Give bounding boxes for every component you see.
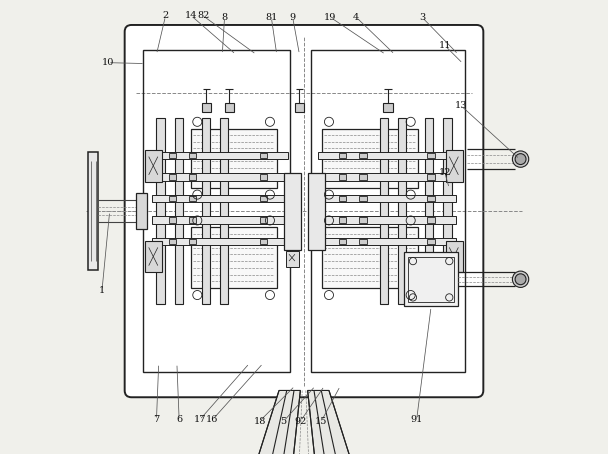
Bar <box>202 103 211 112</box>
Bar <box>189 217 196 223</box>
Bar <box>339 196 346 201</box>
Text: 6: 6 <box>176 415 182 424</box>
Bar <box>317 195 456 202</box>
Text: 5: 5 <box>280 417 286 426</box>
Bar <box>143 50 291 372</box>
Bar <box>283 173 301 250</box>
Bar <box>286 251 299 267</box>
Bar <box>190 128 277 188</box>
Text: 11: 11 <box>438 41 451 50</box>
Bar <box>384 103 393 112</box>
Text: 12: 12 <box>438 168 451 177</box>
Bar <box>224 103 233 112</box>
Bar <box>152 195 288 202</box>
Bar <box>168 174 176 180</box>
Text: 19: 19 <box>324 13 336 22</box>
Bar <box>152 238 288 245</box>
Bar <box>189 153 196 158</box>
Bar <box>425 118 434 304</box>
Bar <box>295 103 304 112</box>
Bar <box>260 239 267 244</box>
Polygon shape <box>252 390 300 454</box>
Text: 4: 4 <box>353 13 359 22</box>
Bar <box>136 193 147 229</box>
Bar <box>88 152 98 270</box>
Bar <box>311 50 465 372</box>
Bar <box>317 173 456 181</box>
Bar <box>317 152 456 159</box>
Bar <box>409 257 454 302</box>
Bar <box>317 238 456 245</box>
Bar <box>317 217 456 224</box>
Text: 15: 15 <box>315 417 328 426</box>
Text: 2: 2 <box>162 11 168 20</box>
Bar <box>152 217 288 224</box>
Text: 10: 10 <box>102 58 114 67</box>
Bar <box>152 173 288 181</box>
Bar <box>260 174 267 180</box>
Circle shape <box>515 274 526 285</box>
Bar <box>190 227 277 288</box>
Bar <box>398 118 406 304</box>
FancyBboxPatch shape <box>125 25 483 397</box>
Bar <box>359 196 367 201</box>
Bar <box>359 239 367 244</box>
Bar <box>168 153 176 158</box>
Text: 81: 81 <box>265 13 277 22</box>
Bar <box>404 252 458 306</box>
Bar <box>443 118 452 304</box>
Circle shape <box>515 153 526 164</box>
Bar <box>446 241 463 272</box>
Text: 9: 9 <box>289 13 295 22</box>
Text: 8: 8 <box>221 13 227 22</box>
Circle shape <box>513 151 529 167</box>
Bar <box>156 118 165 304</box>
Bar <box>359 217 367 223</box>
Bar <box>189 239 196 244</box>
Bar <box>339 153 346 158</box>
Bar <box>145 150 162 182</box>
Text: 13: 13 <box>454 101 467 110</box>
Bar <box>359 174 367 180</box>
Bar <box>380 118 388 304</box>
Bar <box>339 217 346 223</box>
Bar <box>168 217 176 223</box>
Bar <box>174 118 183 304</box>
Bar <box>260 217 267 223</box>
Bar <box>308 173 325 250</box>
Bar <box>202 118 210 304</box>
Text: 1: 1 <box>99 286 105 295</box>
Bar <box>322 128 418 188</box>
Bar <box>152 152 288 159</box>
Text: 92: 92 <box>294 417 306 426</box>
Bar <box>446 150 463 182</box>
Text: 14: 14 <box>185 11 198 20</box>
Text: 18: 18 <box>254 417 266 426</box>
Bar <box>145 241 162 272</box>
Text: 91: 91 <box>410 415 423 424</box>
Bar <box>339 239 346 244</box>
Bar <box>427 217 435 223</box>
Bar <box>168 239 176 244</box>
Bar <box>168 196 176 201</box>
Text: 17: 17 <box>193 415 206 424</box>
Text: 3: 3 <box>419 13 425 22</box>
Bar <box>427 174 435 180</box>
Text: 16: 16 <box>206 415 218 424</box>
Bar <box>260 153 267 158</box>
Bar <box>427 153 435 158</box>
Bar <box>189 174 196 180</box>
Bar <box>220 118 228 304</box>
Text: 82: 82 <box>197 11 209 20</box>
Circle shape <box>513 271 529 287</box>
Bar <box>427 239 435 244</box>
Bar <box>427 196 435 201</box>
Text: 7: 7 <box>153 415 159 424</box>
Polygon shape <box>308 390 356 454</box>
Bar <box>359 153 367 158</box>
Bar <box>339 174 346 180</box>
Bar <box>322 227 418 288</box>
Bar <box>189 196 196 201</box>
Bar <box>260 196 267 201</box>
